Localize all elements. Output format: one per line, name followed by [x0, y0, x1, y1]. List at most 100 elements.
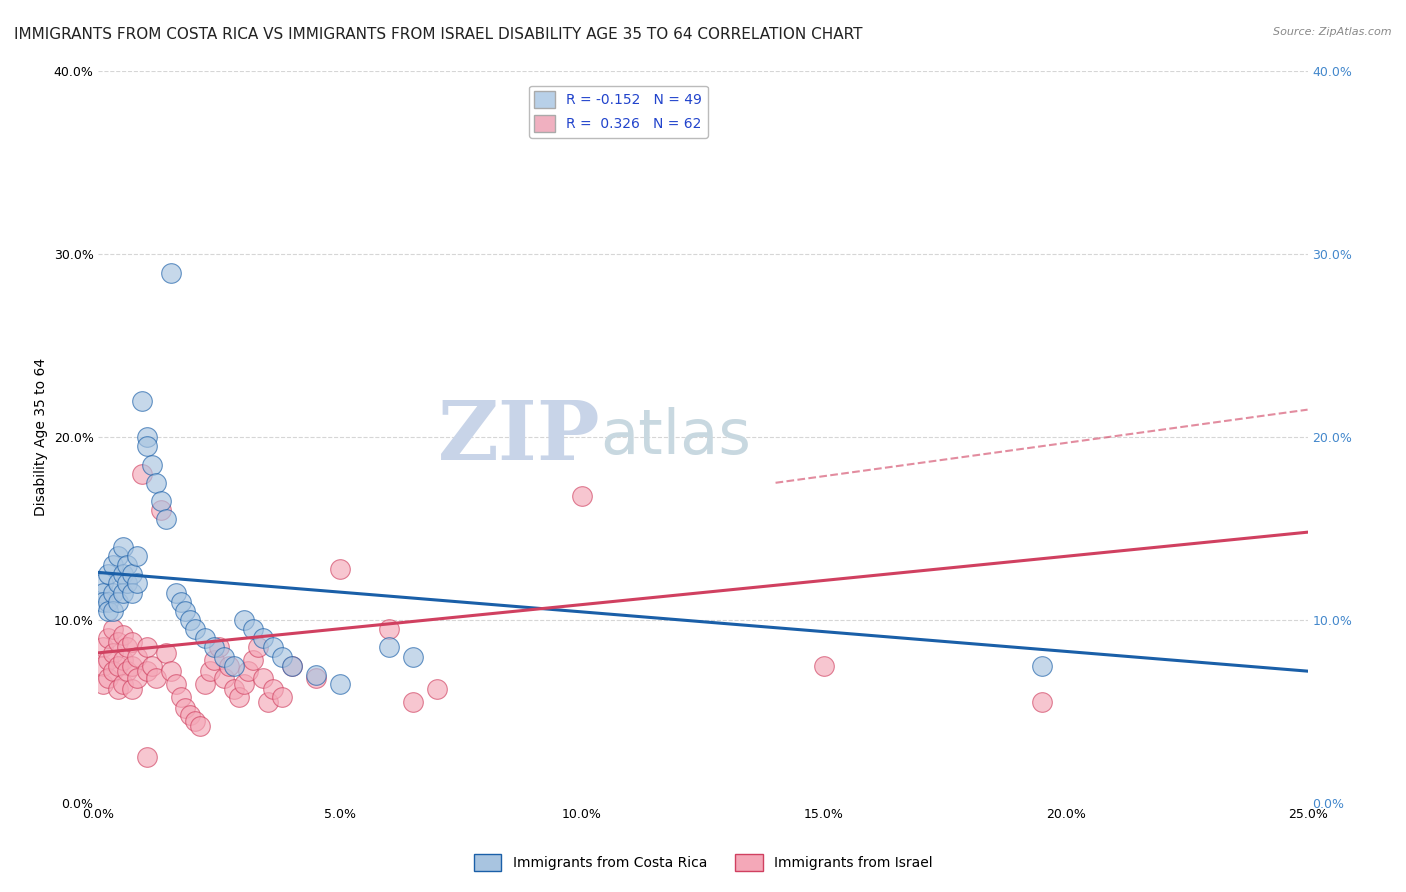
Point — [184, 714, 207, 728]
Point — [184, 622, 207, 636]
Point — [174, 700, 197, 714]
Point — [111, 567, 134, 582]
Point — [97, 567, 120, 582]
Point — [271, 690, 294, 704]
Point — [101, 558, 124, 573]
Point — [111, 653, 134, 667]
Point — [271, 649, 294, 664]
Point — [377, 622, 399, 636]
Point — [117, 576, 139, 591]
Point — [305, 672, 328, 686]
Point — [131, 393, 153, 408]
Point — [135, 640, 157, 655]
Point — [101, 664, 124, 678]
Point — [141, 658, 163, 673]
Point — [281, 658, 304, 673]
Point — [169, 594, 191, 608]
Point — [232, 677, 254, 691]
Point — [97, 672, 120, 686]
Point — [228, 690, 250, 704]
Legend: R = -0.152   N = 49, R =  0.326   N = 62: R = -0.152 N = 49, R = 0.326 N = 62 — [529, 86, 707, 137]
Point — [247, 640, 270, 655]
Point — [117, 664, 139, 678]
Point — [238, 664, 260, 678]
Point — [179, 613, 201, 627]
Point — [1031, 695, 1053, 709]
Point — [121, 567, 143, 582]
Point — [135, 439, 157, 453]
Point — [111, 585, 134, 599]
Point — [402, 695, 425, 709]
Point — [121, 585, 143, 599]
Point — [145, 475, 167, 490]
Point — [160, 664, 183, 678]
Point — [329, 562, 352, 576]
Point — [141, 458, 163, 472]
Point — [131, 467, 153, 481]
Text: ZIP: ZIP — [437, 397, 600, 477]
Point — [329, 677, 352, 691]
Point — [222, 682, 245, 697]
Point — [107, 576, 129, 591]
Point — [212, 672, 235, 686]
Point — [101, 585, 124, 599]
Point — [101, 604, 124, 618]
Point — [111, 677, 134, 691]
Point — [571, 489, 593, 503]
Point — [127, 672, 149, 686]
Point — [252, 632, 274, 646]
Point — [426, 682, 449, 697]
Point — [252, 672, 274, 686]
Point — [194, 677, 217, 691]
Point — [155, 512, 177, 526]
Point — [262, 640, 284, 655]
Point — [198, 664, 221, 678]
Point — [107, 549, 129, 563]
Legend: Immigrants from Costa Rica, Immigrants from Israel: Immigrants from Costa Rica, Immigrants f… — [468, 848, 938, 876]
Point — [111, 627, 134, 641]
Point — [111, 540, 134, 554]
Point — [117, 640, 139, 655]
Point — [127, 549, 149, 563]
Point — [232, 613, 254, 627]
Point — [262, 682, 284, 697]
Point — [97, 594, 120, 608]
Point — [165, 677, 187, 691]
Point — [127, 576, 149, 591]
Point — [107, 635, 129, 649]
Point — [101, 622, 124, 636]
Y-axis label: Disability Age 35 to 64: Disability Age 35 to 64 — [34, 358, 48, 516]
Text: Source: ZipAtlas.com: Source: ZipAtlas.com — [1274, 27, 1392, 37]
Point — [107, 682, 129, 697]
Point — [91, 640, 114, 655]
Point — [218, 658, 240, 673]
Point — [813, 658, 835, 673]
Point — [305, 667, 328, 681]
Point — [97, 653, 120, 667]
Point — [377, 640, 399, 655]
Point — [127, 649, 149, 664]
Point — [212, 649, 235, 664]
Point — [121, 682, 143, 697]
Point — [165, 585, 187, 599]
Point — [91, 594, 114, 608]
Point — [101, 646, 124, 660]
Point — [150, 494, 173, 508]
Text: atlas: atlas — [600, 407, 751, 467]
Point — [169, 690, 191, 704]
Point — [91, 658, 114, 673]
Point — [121, 658, 143, 673]
Point — [204, 640, 226, 655]
Point — [91, 677, 114, 691]
Point — [91, 585, 114, 599]
Point — [188, 719, 211, 733]
Point — [135, 664, 157, 678]
Point — [135, 750, 157, 764]
Point — [179, 708, 201, 723]
Point — [256, 695, 278, 709]
Text: IMMIGRANTS FROM COSTA RICA VS IMMIGRANTS FROM ISRAEL DISABILITY AGE 35 TO 64 COR: IMMIGRANTS FROM COSTA RICA VS IMMIGRANTS… — [14, 27, 862, 42]
Point — [208, 640, 231, 655]
Point — [281, 658, 304, 673]
Point — [135, 430, 157, 444]
Point — [242, 653, 264, 667]
